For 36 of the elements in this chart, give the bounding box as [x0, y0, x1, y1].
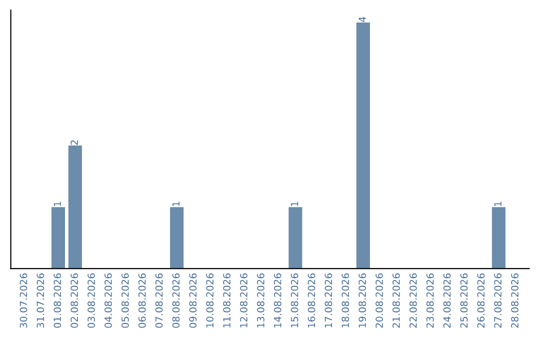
data-label: 1	[291, 202, 298, 206]
x-tick-label: 08.08.2026	[172, 273, 180, 328]
x-tick-label: 25.08.2026	[460, 273, 468, 328]
x-tick-label: 27.08.2026	[494, 273, 502, 328]
x-tick-label: 15.08.2026	[290, 273, 298, 328]
x-tick-label: 02.08.2026	[70, 273, 78, 328]
x-tick-label: 13.08.2026	[256, 273, 264, 328]
data-label: 2	[70, 140, 78, 145]
x-tick-label: 19.08.2026	[358, 273, 366, 328]
x-tick-label: 11.08.2026	[223, 273, 230, 328]
x-tick-label: 24.08.2026	[443, 273, 451, 328]
x-tick-label: 26.08.2026	[477, 273, 485, 328]
x-tick-label: 10.08.2026	[206, 273, 214, 328]
x-tick-label: 09.08.2026	[189, 273, 197, 328]
x-tick-label: 23.08.2026	[426, 273, 434, 328]
x-tick-label: 22.08.2026	[409, 273, 417, 328]
data-label: 1	[494, 202, 502, 206]
x-tick-label: 20.08.2026	[376, 273, 383, 328]
x-tick-label: 21.08.2026	[392, 273, 400, 328]
x-tick-label: 14.08.2026	[274, 273, 282, 328]
x-tick-label: 31.07.2026	[36, 273, 44, 328]
x-tick-label: 18.08.2026	[342, 273, 350, 328]
x-tick-label: 03.08.2026	[88, 273, 95, 328]
x-tick-label: 04.08.2026	[104, 273, 112, 328]
data-label: 4	[358, 16, 366, 22]
x-tick-label: 12.08.2026	[240, 273, 248, 328]
x-tick-label: 07.08.2026	[155, 273, 163, 328]
x-tick-label: 17.08.2026	[324, 273, 332, 328]
data-label: 1	[54, 202, 61, 206]
x-tick-label: 28.08.2026	[511, 273, 518, 328]
x-tick-label: 16.08.2026	[308, 273, 316, 328]
x-tick-label: 06.08.2026	[138, 273, 146, 328]
data-label: 1	[172, 202, 180, 206]
x-tick-label: 01.08.2026	[54, 273, 62, 328]
x-tick-label: 05.08.2026	[121, 273, 129, 328]
x-tick-label: 30.07.2026	[20, 273, 28, 328]
